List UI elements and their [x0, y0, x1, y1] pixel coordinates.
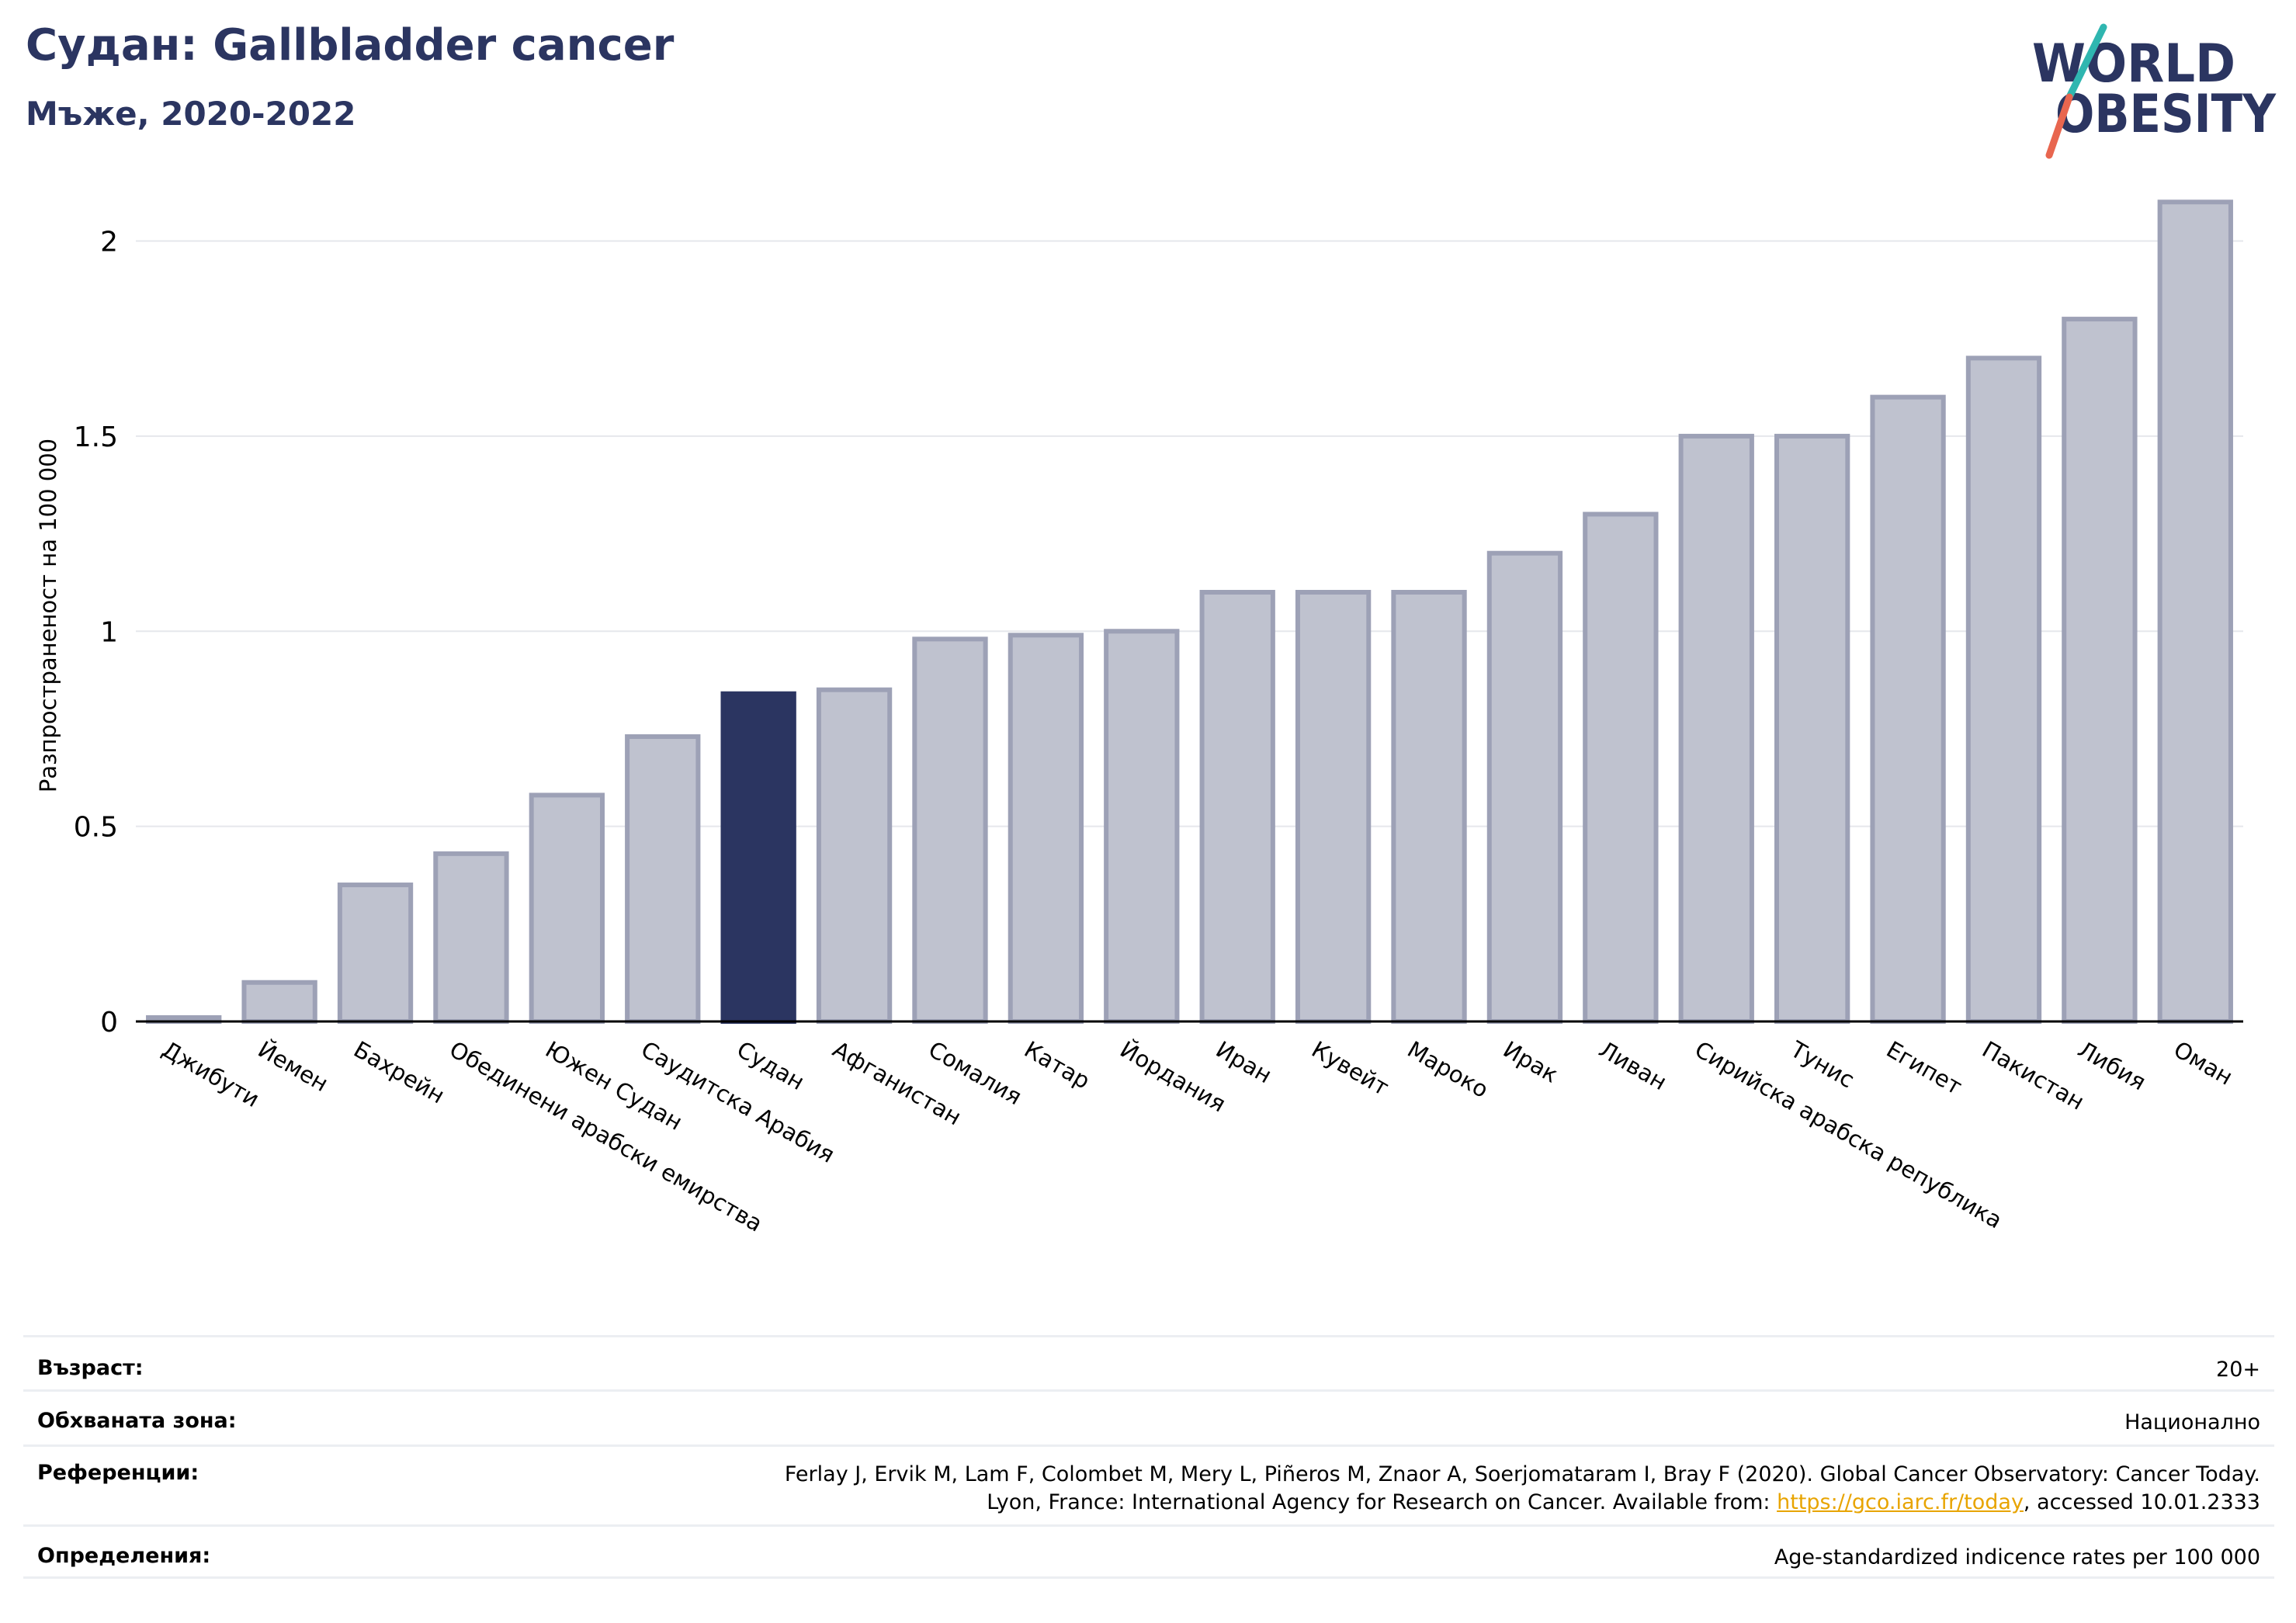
page-subtitle: Мъже, 2020-2022: [26, 95, 356, 133]
info-key-references: Референции:: [37, 1461, 199, 1485]
y-tick-label: 1.5: [74, 421, 118, 453]
bar: [1965, 355, 2042, 1024]
x-tick-label: Тунис: [1785, 1035, 1859, 1093]
info-key-age: Възраст:: [37, 1356, 144, 1380]
bar: [241, 980, 317, 1025]
bar: [1583, 512, 1659, 1024]
logo-line1: WORLD: [2032, 33, 2235, 95]
y-axis-label: Разпространеност на 100 000: [35, 439, 61, 792]
bar: [625, 734, 701, 1024]
bar: [1295, 590, 1372, 1024]
bar: [337, 883, 414, 1024]
info-table: Възраст: 20+ Обхваната зона: Национално …: [23, 1335, 2274, 1579]
bar: [1008, 633, 1084, 1024]
info-key-definitions: Определения:: [37, 1544, 211, 1568]
x-tick-label: Йордания: [1115, 1036, 1230, 1118]
bar: [1199, 590, 1275, 1024]
info-row-references: Референции: Ferlay J, Ervik M, Lam F, Co…: [23, 1444, 2274, 1524]
x-tick-label: Оман: [2169, 1036, 2238, 1091]
logo-slash-red: [2045, 93, 2073, 159]
bar: [912, 636, 988, 1024]
logo-line2: OBESITY: [2055, 84, 2277, 145]
bar: [2157, 199, 2233, 1025]
world-obesity-logo: WORLD OBESITY: [2032, 23, 2277, 159]
x-tick-label: Джибути: [158, 1036, 264, 1113]
reference-line1: Ferlay J, Ervik M, Lam F, Colombet M, Me…: [784, 1462, 2260, 1486]
info-value-area: Национално: [2124, 1410, 2260, 1434]
page-title: Судан: Gallbladder cancer: [26, 20, 675, 71]
info-value-definitions: Age-standardized indicence rates per 100…: [1774, 1545, 2260, 1569]
bar: [1391, 590, 1467, 1024]
bar: [1486, 550, 1563, 1024]
bar: [433, 851, 509, 1024]
x-tick-label: Ирак: [1499, 1036, 1562, 1088]
bar: [1678, 433, 1754, 1024]
info-value-references: Ferlay J, Ervik M, Lam F, Colombet M, Me…: [785, 1461, 2260, 1517]
bar: [1104, 629, 1180, 1024]
y-tick-label: 0: [100, 1007, 118, 1039]
reference-line2-post: , accessed 10.01.2333: [2023, 1490, 2260, 1514]
x-tick-label: Кувейт: [1307, 1036, 1393, 1101]
bars: [146, 199, 2233, 1025]
reference-line2-pre: Lyon, France: International Agency for R…: [987, 1490, 1777, 1514]
x-tick-label: Ливан: [1594, 1036, 1671, 1096]
bar: [1870, 394, 1946, 1024]
x-tick-label: Катар: [1020, 1036, 1094, 1094]
logo-slash-teal: [2065, 23, 2107, 101]
reference-link[interactable]: https://gco.iarc.fr/today: [1777, 1490, 2024, 1514]
bar: [816, 687, 893, 1024]
y-tick-labels: 0 0.5 1 1.5 2: [74, 227, 118, 1039]
x-tick-label: Иран: [1212, 1036, 1277, 1089]
x-tick-label: Йемен: [254, 1036, 333, 1098]
x-tick-label: Пакистан: [1978, 1036, 2089, 1115]
x-tick-label: Египет: [1882, 1036, 1967, 1101]
bar-highlight: [720, 691, 796, 1025]
info-key-area: Обхваната зона:: [37, 1409, 237, 1433]
info-row-area: Обхваната зона: Национално: [23, 1389, 2274, 1444]
bar: [1774, 433, 1850, 1024]
info-value-age: 20+: [2216, 1358, 2260, 1382]
y-tick-label: 1: [100, 616, 118, 648]
y-tick-label: 2: [100, 227, 118, 258]
x-tick-label: Мароко: [1403, 1036, 1493, 1104]
info-row-definitions: Определения: Age-standardized indicence …: [23, 1524, 2274, 1579]
bar: [2062, 317, 2138, 1025]
x-tick-label: Бахрейн: [349, 1036, 449, 1109]
x-tick-label: Судан: [733, 1036, 810, 1096]
y-tick-label: 0.5: [74, 812, 118, 844]
info-row-age: Възраст: 20+: [23, 1335, 2274, 1389]
x-tick-label: Либия: [2073, 1036, 2150, 1096]
bar: [529, 792, 605, 1025]
